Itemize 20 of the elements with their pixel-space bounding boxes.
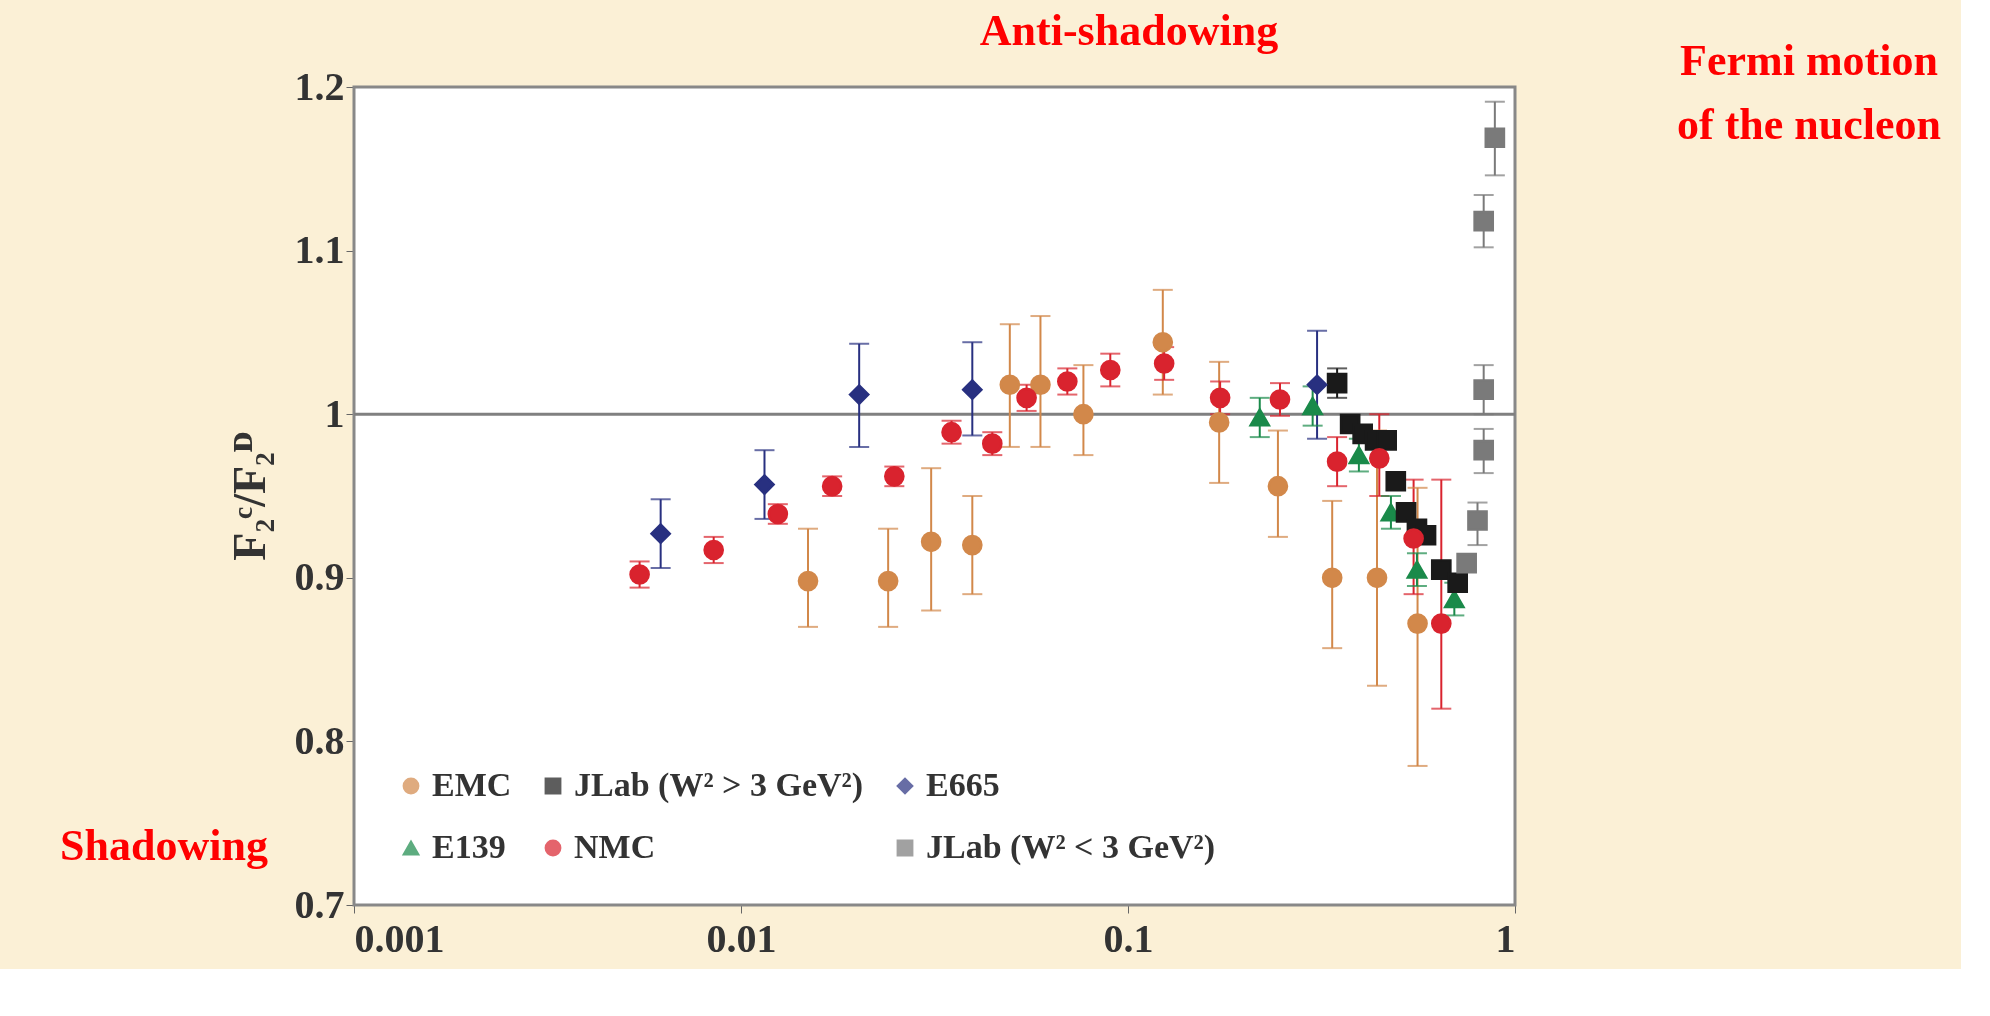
y-tick-label: 1.1 — [294, 227, 345, 273]
x-tick-label: 0.1 — [1103, 915, 1154, 961]
y-tick-label: 0.7 — [294, 881, 345, 927]
legend-label: E665 — [926, 766, 1000, 803]
legend-label: EMC — [432, 766, 512, 803]
legend-label: JLab (W² > 3 GeV²) — [574, 766, 864, 804]
y-tick-label: 1 — [324, 390, 345, 436]
legend-label: NMC — [574, 828, 656, 865]
x-tick-label: 0.001 — [354, 915, 445, 961]
x-tick-label: 0.01 — [706, 915, 777, 961]
legend-label: E139 — [432, 828, 506, 865]
legend-label: JLab (W² < 3 GeV²) — [926, 828, 1216, 866]
text: Shadowing — [60, 821, 268, 870]
x-tick-label: 1 — [1495, 915, 1516, 961]
y-tick-label: 0.8 — [294, 717, 345, 763]
text: Anti-shadowing — [979, 6, 1279, 55]
y-axis-title: F₂ᶜ/F₂ᴰ — [223, 432, 275, 561]
y-tick-label: 0.9 — [294, 554, 345, 600]
text: Fermi motion of the nucleon — [1677, 36, 1941, 149]
y-tick-label: 1.2 — [294, 63, 345, 109]
